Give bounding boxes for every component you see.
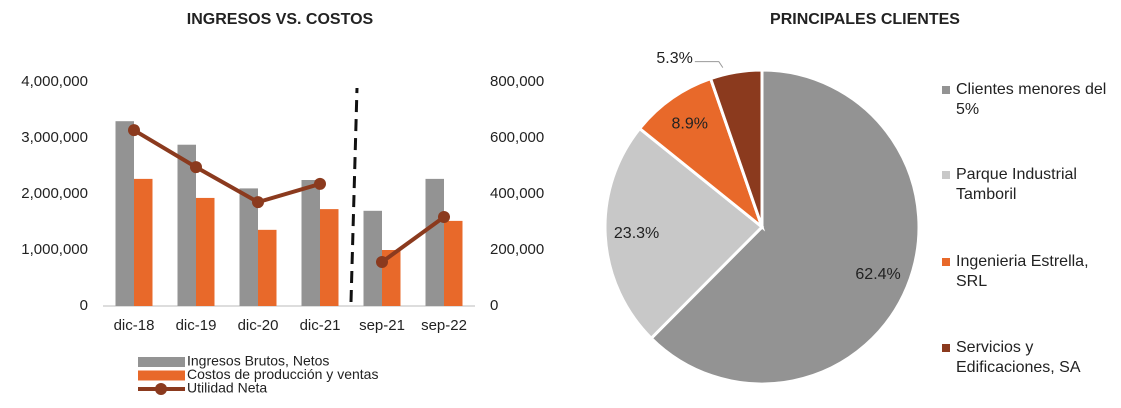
y2-tick-label: 0 [490,297,498,314]
legend-label: Ingresos Brutos, Netos [187,353,329,369]
bar [363,210,382,306]
bar [177,144,196,306]
leader-line [694,61,724,68]
bar [320,209,339,306]
line-marker [252,196,264,209]
line-marker [314,177,326,190]
pie-slice [637,76,766,232]
bar [444,220,463,306]
x-tick-label: dic-21 [300,317,341,334]
chart-title: PRINCIPALES CLIENTES [770,11,960,28]
x-tick-label: dic-18 [114,317,155,334]
legend-swatch [942,344,950,352]
pie-slice [708,68,764,228]
line [132,128,321,205]
legend-swatch [138,370,185,381]
pie-slice [603,126,765,341]
legend-item: Servicios y Edificaciones, SA [942,338,1116,378]
bar [258,229,277,306]
legend-swatch [138,357,185,367]
line-marker [438,210,450,223]
y-tick-label: 3,000,000 [21,129,88,146]
x-tick-label: sep-22 [421,317,467,334]
bar [115,121,134,306]
legend-label: Parque Industrial Tamboril [956,166,1077,203]
bar [134,178,153,306]
legend-swatch [942,258,950,266]
y2-tick-label: 400,000 [490,185,544,202]
bar [239,188,258,306]
bar [301,180,320,306]
x-tick-label: sep-21 [359,317,405,334]
y2-tick-label: 800,000 [490,73,544,90]
legend-swatch [942,171,950,179]
x-tick-label: dic-19 [176,317,217,334]
legend-label: Clientes menores del 5% [956,81,1107,118]
y-tick-label: 1,000,000 [21,241,88,258]
line-marker [376,256,388,269]
pie-slice [649,68,921,386]
legend-swatch [155,383,167,395]
y-tick-label: 0 [80,297,88,314]
y2-tick-label: 200,000 [490,241,544,258]
bar [425,178,444,306]
legend-item: Parque Industrial Tamboril [942,165,1116,205]
legend-swatch [942,86,950,94]
data-label: 5.3% [656,50,692,67]
x-tick-label: dic-20 [238,317,279,334]
legend-label: Ingenieria Estrella, SRL [956,253,1089,290]
y-tick-label: 4,000,000 [21,73,88,90]
y-tick-label: 2,000,000 [21,185,88,202]
line-marker [190,161,202,174]
line [380,215,446,264]
legend-label: Utilidad Neta [187,380,267,396]
data-label: 62.4% [855,266,900,283]
bar [196,197,215,306]
legend-item: Ingenieria Estrella, SRL [942,252,1116,292]
data-label: 8.9% [671,116,707,133]
legend-item: Clientes menores del 5% [942,80,1116,120]
divider [349,87,359,303]
legend-label: Costos de producción y ventas [187,366,378,382]
data-label: 23.3% [614,225,659,242]
chart-title: INGRESOS VS. COSTOS [187,11,374,28]
line-marker [128,124,140,137]
y2-tick-label: 600,000 [490,129,544,146]
legend-label: Servicios y Edificaciones, SA [956,339,1081,376]
